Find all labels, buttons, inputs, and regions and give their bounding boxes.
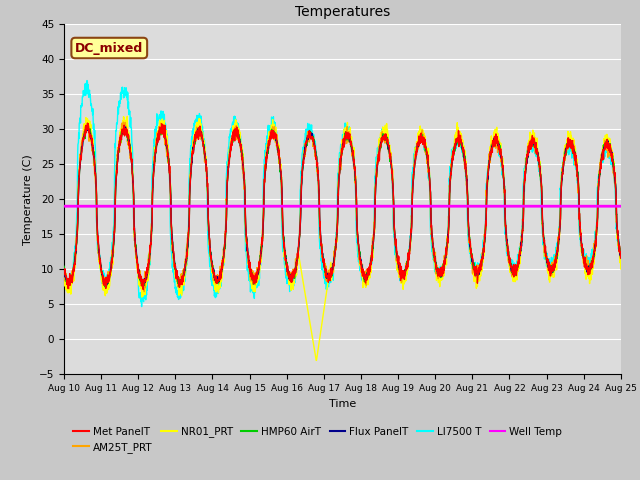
Y-axis label: Temperature (C): Temperature (C) [23, 154, 33, 245]
Title: Temperatures: Temperatures [295, 5, 390, 19]
Text: DC_mixed: DC_mixed [75, 42, 143, 55]
X-axis label: Time: Time [329, 399, 356, 408]
Legend: Met PanelT, AM25T_PRT, NR01_PRT, HMP60 AirT, Flux PanelT, LI7500 T, Well Temp: Met PanelT, AM25T_PRT, NR01_PRT, HMP60 A… [69, 422, 566, 457]
